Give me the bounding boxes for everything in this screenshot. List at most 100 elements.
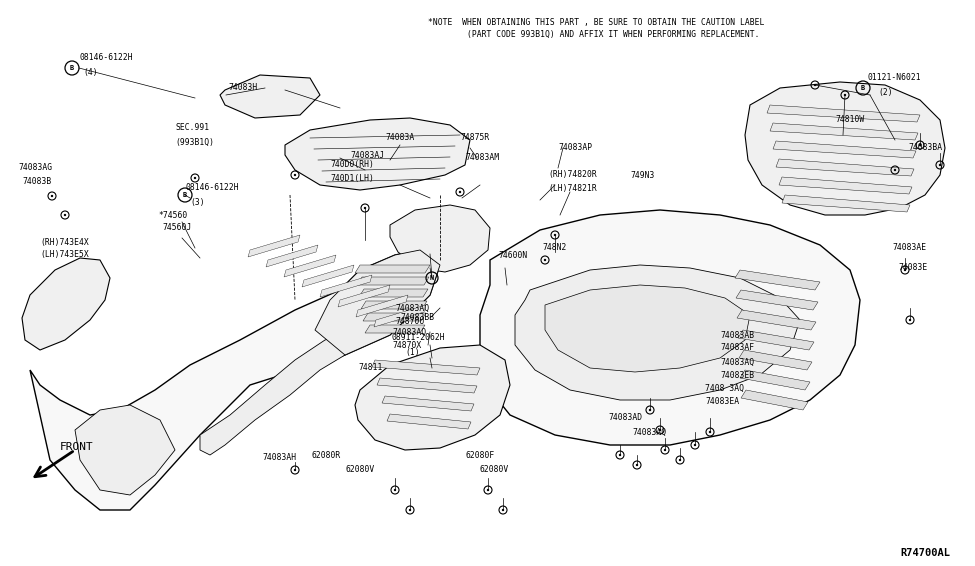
Polygon shape bbox=[740, 370, 810, 390]
Text: B: B bbox=[861, 85, 865, 91]
Text: 740D1(LH): 740D1(LH) bbox=[330, 174, 373, 182]
Polygon shape bbox=[285, 118, 470, 190]
Text: 01121-N6021: 01121-N6021 bbox=[868, 74, 921, 83]
Circle shape bbox=[679, 459, 682, 461]
Text: 08146-6122H: 08146-6122H bbox=[185, 183, 239, 192]
Polygon shape bbox=[739, 350, 812, 370]
Text: 08146-6122H: 08146-6122H bbox=[79, 54, 133, 62]
Circle shape bbox=[409, 509, 411, 511]
Circle shape bbox=[904, 269, 906, 271]
Text: (RH)743E4X: (RH)743E4X bbox=[40, 238, 89, 247]
Circle shape bbox=[502, 509, 504, 511]
Text: 74083AQ: 74083AQ bbox=[395, 303, 429, 312]
Text: 74083AG: 74083AG bbox=[18, 164, 52, 173]
Polygon shape bbox=[266, 245, 318, 267]
Polygon shape bbox=[361, 301, 427, 309]
Text: 74083H: 74083H bbox=[228, 84, 257, 92]
Text: 08911-2062H: 08911-2062H bbox=[392, 333, 446, 342]
Polygon shape bbox=[220, 75, 320, 118]
Polygon shape bbox=[770, 123, 918, 140]
Circle shape bbox=[648, 409, 651, 411]
Polygon shape bbox=[738, 330, 814, 350]
Text: 74083A: 74083A bbox=[385, 134, 414, 143]
Text: 7408 3AQ: 7408 3AQ bbox=[705, 384, 744, 392]
Circle shape bbox=[554, 234, 556, 236]
Text: 74083AM: 74083AM bbox=[465, 153, 499, 162]
Text: (LH)74821R: (LH)74821R bbox=[548, 183, 597, 192]
Polygon shape bbox=[773, 141, 916, 158]
Text: (PART CODE 993B1Q) AND AFFIX IT WHEN PERFORMING REPLACEMENT.: (PART CODE 993B1Q) AND AFFIX IT WHEN PER… bbox=[428, 30, 760, 39]
Polygon shape bbox=[359, 289, 428, 297]
Polygon shape bbox=[390, 205, 490, 272]
Polygon shape bbox=[735, 270, 820, 290]
Text: 74083AQ: 74083AQ bbox=[392, 328, 426, 337]
Text: 74083BB: 74083BB bbox=[400, 314, 434, 323]
Text: *74560: *74560 bbox=[158, 211, 187, 220]
Text: 62080V: 62080V bbox=[480, 465, 509, 474]
Circle shape bbox=[843, 94, 846, 96]
Text: 74870X: 74870X bbox=[392, 341, 421, 349]
Text: 74083E: 74083E bbox=[898, 264, 927, 272]
Polygon shape bbox=[745, 82, 945, 215]
Text: (LH)743E5X: (LH)743E5X bbox=[40, 251, 89, 259]
Circle shape bbox=[636, 464, 639, 466]
Text: 748N2: 748N2 bbox=[542, 243, 566, 252]
Text: (3): (3) bbox=[190, 198, 205, 207]
Circle shape bbox=[918, 144, 921, 146]
Text: 740D0(RH): 740D0(RH) bbox=[330, 161, 373, 169]
Text: 74083AQ: 74083AQ bbox=[632, 427, 666, 436]
Text: 74083AD: 74083AD bbox=[608, 414, 643, 422]
Circle shape bbox=[394, 489, 396, 491]
Polygon shape bbox=[357, 277, 429, 285]
Circle shape bbox=[659, 429, 661, 431]
Text: 74083EB: 74083EB bbox=[720, 371, 754, 379]
Polygon shape bbox=[736, 290, 818, 310]
Circle shape bbox=[909, 319, 912, 321]
Text: (4): (4) bbox=[83, 67, 98, 76]
Polygon shape bbox=[30, 250, 440, 510]
Polygon shape bbox=[382, 396, 474, 411]
Polygon shape bbox=[338, 285, 390, 307]
Circle shape bbox=[51, 195, 54, 197]
Polygon shape bbox=[356, 295, 408, 317]
Text: SEC.991: SEC.991 bbox=[175, 123, 209, 132]
Text: 74810W: 74810W bbox=[835, 115, 864, 125]
Polygon shape bbox=[284, 255, 336, 277]
Text: *NOTE  WHEN OBTAINING THIS PART , BE SURE TO OBTAIN THE CAUTION LABEL: *NOTE WHEN OBTAINING THIS PART , BE SURE… bbox=[428, 18, 764, 27]
Text: (2): (2) bbox=[878, 88, 893, 96]
Text: (993B1Q): (993B1Q) bbox=[175, 138, 214, 147]
Text: 62080F: 62080F bbox=[465, 451, 494, 460]
Text: 62080V: 62080V bbox=[345, 465, 374, 474]
Polygon shape bbox=[480, 210, 860, 445]
Text: (1): (1) bbox=[405, 348, 419, 357]
Polygon shape bbox=[365, 325, 425, 333]
Polygon shape bbox=[767, 105, 920, 122]
Text: 74083AJ: 74083AJ bbox=[350, 151, 384, 160]
Circle shape bbox=[894, 169, 896, 171]
Circle shape bbox=[194, 177, 196, 179]
Polygon shape bbox=[320, 275, 372, 297]
Circle shape bbox=[364, 207, 367, 209]
Text: 74083BA: 74083BA bbox=[908, 144, 942, 152]
Polygon shape bbox=[545, 285, 750, 372]
Text: 74083B: 74083B bbox=[22, 178, 52, 187]
Text: 74560J: 74560J bbox=[162, 224, 191, 233]
Circle shape bbox=[939, 164, 941, 166]
Polygon shape bbox=[200, 335, 350, 455]
Text: 74083AP: 74083AP bbox=[558, 144, 592, 152]
Polygon shape bbox=[741, 390, 808, 410]
Text: 74083AE: 74083AE bbox=[892, 243, 926, 252]
Polygon shape bbox=[302, 265, 354, 287]
Polygon shape bbox=[363, 313, 426, 321]
Circle shape bbox=[709, 431, 711, 433]
Polygon shape bbox=[776, 159, 914, 176]
Text: 74875R: 74875R bbox=[460, 134, 489, 143]
Text: 74870U: 74870U bbox=[395, 318, 424, 327]
Text: R74700AL: R74700AL bbox=[900, 548, 950, 558]
Polygon shape bbox=[387, 414, 471, 429]
Text: 74083AQ: 74083AQ bbox=[720, 358, 754, 367]
Text: 62080R: 62080R bbox=[312, 451, 341, 460]
Polygon shape bbox=[374, 305, 426, 327]
Text: 74083EA: 74083EA bbox=[705, 397, 739, 406]
Text: 74083AB: 74083AB bbox=[720, 331, 754, 340]
